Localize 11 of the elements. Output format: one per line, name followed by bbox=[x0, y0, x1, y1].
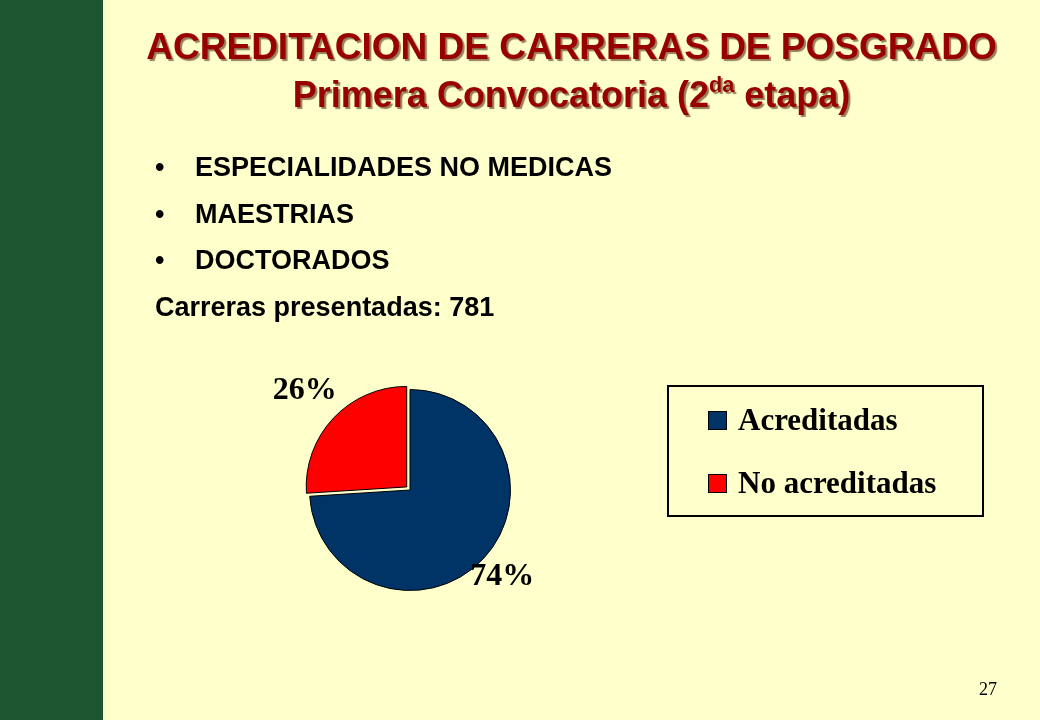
legend-label: Acreditadas bbox=[738, 402, 898, 437]
data-label: 74% bbox=[470, 555, 535, 592]
text: • MAESTRIAS bbox=[155, 198, 355, 229]
chart-title: ACREDITACION DE CARRERAS DE POSGRADO bbox=[145, 26, 998, 67]
text: 27 bbox=[979, 678, 997, 700]
text: • ESPECIALIDADES NO MEDICAS bbox=[155, 152, 613, 182]
legend-label: No acreditadas bbox=[738, 465, 937, 500]
data-label: 26% bbox=[272, 370, 337, 407]
chart-subtitle: Primera Convocatoria (2$^{da}$ etapa) bbox=[291, 71, 852, 117]
text: • DOCTORADOS bbox=[155, 245, 390, 275]
text: Carreras presentadas: 781 bbox=[155, 291, 495, 322]
